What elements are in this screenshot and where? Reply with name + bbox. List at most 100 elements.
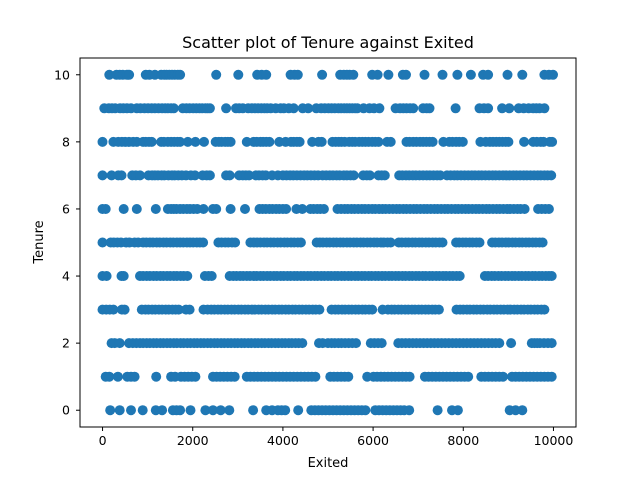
scatter-point	[424, 103, 435, 114]
scatter-point	[264, 136, 275, 147]
scatter-point	[457, 136, 468, 147]
scatter-point	[303, 103, 314, 114]
scatter-point	[543, 204, 554, 214]
scatter-point	[288, 103, 299, 114]
x-tick-label: 2000	[177, 433, 209, 448]
scatter-point	[124, 69, 135, 80]
scatter-point	[295, 237, 306, 248]
scatter-point	[97, 136, 108, 147]
scatter-point	[112, 371, 123, 382]
scatter-point	[200, 405, 211, 416]
scatter-point	[240, 204, 250, 214]
scatter-point	[317, 69, 328, 80]
scatter-point	[548, 69, 558, 80]
y-tick-label: 0	[62, 403, 70, 418]
scatter-point	[224, 170, 235, 181]
scatter-point	[401, 69, 411, 80]
scatter-point	[374, 103, 385, 114]
x-tick-label: 8000	[447, 433, 479, 448]
scatter-point	[343, 371, 354, 382]
scatter-point	[372, 69, 383, 80]
scatter-point	[199, 136, 209, 147]
scatter-point	[310, 371, 321, 382]
scatter-point	[108, 304, 119, 315]
scatter-point	[519, 136, 530, 147]
scatter-point	[348, 69, 359, 80]
scatter-point	[198, 237, 209, 248]
scatter-point	[483, 69, 494, 80]
scatter-point	[385, 136, 396, 147]
scatter-point	[506, 338, 517, 349]
scatter-point	[314, 304, 325, 315]
scatter-point	[208, 405, 218, 416]
y-tick-label: 8	[62, 134, 70, 149]
scatter-point	[294, 136, 305, 147]
x-axis-ticks: 0 2000 4000 6000 8000 10000	[99, 427, 573, 448]
scatter-point	[494, 338, 505, 349]
scatter-point	[474, 237, 485, 248]
scatter-point	[175, 136, 186, 147]
x-tick-label: 4000	[267, 433, 299, 448]
scatter-point	[376, 338, 387, 349]
scatter-point	[537, 237, 548, 248]
scatter-point	[348, 170, 359, 181]
scatter-point	[383, 69, 394, 80]
scatter-point	[229, 371, 240, 382]
scatter-point	[114, 338, 125, 349]
scatter-point	[497, 103, 508, 114]
scatter-point	[190, 170, 200, 181]
scatter-point	[547, 136, 558, 147]
scatter-point	[131, 204, 142, 214]
scatter-point	[437, 237, 448, 248]
y-tick-label: 10	[54, 67, 70, 82]
scatter-point	[281, 204, 292, 214]
scatter-point	[517, 69, 528, 80]
scatter-point	[367, 304, 378, 315]
scatter-point	[297, 204, 308, 214]
scatter-point	[118, 204, 129, 214]
scatter-point	[280, 405, 291, 416]
scatter-point	[364, 170, 375, 181]
scatter-point	[215, 405, 226, 416]
scatter-point	[114, 405, 125, 416]
scatter-point	[385, 237, 396, 248]
scatter-point	[157, 405, 168, 416]
scatter-point	[221, 103, 232, 114]
scatter-point	[433, 304, 444, 315]
scatter-point	[427, 136, 438, 147]
scatter-point	[104, 371, 115, 382]
scatter-point	[454, 271, 465, 281]
scatter-point	[168, 103, 179, 114]
scatter-point	[146, 136, 157, 147]
scatter-point	[104, 69, 115, 80]
scatter-point	[546, 170, 557, 181]
y-tick-label: 2	[62, 336, 70, 351]
scatter-point	[105, 405, 116, 416]
scatter-point	[230, 237, 241, 248]
scatter-point	[151, 371, 162, 382]
scatter-point	[206, 271, 217, 281]
scatter-point	[452, 69, 463, 80]
scatter-point	[261, 69, 272, 80]
scatter-point	[97, 170, 108, 181]
points-layer	[97, 69, 558, 416]
scatter-point	[498, 371, 508, 382]
scatter-point	[248, 405, 259, 416]
scatter-point	[118, 271, 129, 281]
scatter-point	[293, 405, 304, 416]
scatter-point	[225, 204, 236, 214]
scatter-point	[182, 136, 193, 147]
y-axis-label: Tenure	[32, 220, 47, 264]
scatter-point	[463, 371, 474, 382]
scatter-point	[452, 405, 463, 416]
scatter-point	[539, 304, 550, 315]
x-tick-label: 6000	[357, 433, 389, 448]
scatter-point	[519, 204, 530, 214]
scatter-point	[126, 405, 136, 416]
scatter-point	[173, 304, 184, 315]
scatter-point	[404, 371, 415, 382]
scatter-point	[504, 103, 515, 114]
scatter-point	[211, 69, 222, 80]
scatter-point	[408, 103, 419, 114]
scatter-point	[225, 136, 236, 147]
